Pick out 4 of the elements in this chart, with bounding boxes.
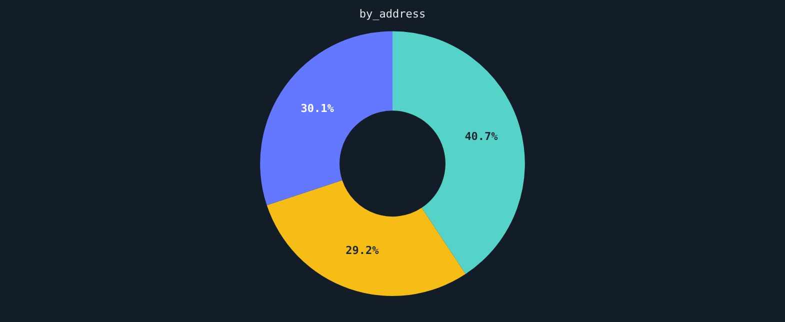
data-label: 30.1% xyxy=(300,102,334,116)
chart-title: by_address xyxy=(359,7,426,20)
data-label: 29.2% xyxy=(346,244,380,258)
data-label: 40.7% xyxy=(464,130,498,143)
